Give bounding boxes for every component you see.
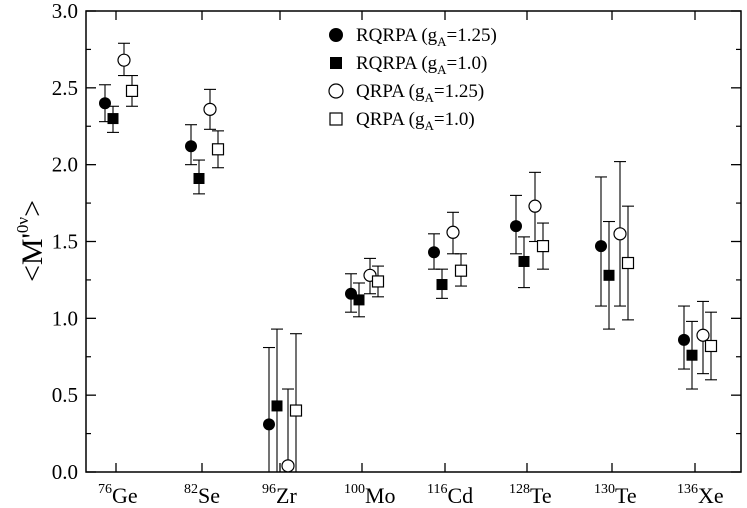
legend-label-subscript: A	[424, 118, 434, 133]
x-category-symbol: Se	[198, 483, 220, 508]
marker-filled-circle	[428, 246, 440, 259]
marker-filled-square	[193, 172, 205, 184]
legend-label-text: QRPA (g	[356, 81, 425, 102]
x-category-symbol: Zr	[276, 483, 297, 508]
x-category-mass: 76	[98, 482, 112, 497]
marker-filled-square	[107, 113, 119, 125]
marker-open-circle	[613, 227, 627, 241]
marker-filled-circle	[263, 418, 275, 431]
x-category-mass: 82	[184, 482, 198, 497]
marker-filled-square	[436, 279, 448, 291]
legend-label-subscript: A	[437, 62, 447, 77]
legend-label-subscript: A	[437, 34, 447, 49]
y-tick-label: 1.5	[52, 230, 78, 254]
x-category-mass: 130	[594, 482, 615, 497]
x-category-label: 130Te	[594, 482, 637, 508]
marker-open-square	[211, 143, 225, 156]
marker-filled-square	[330, 57, 342, 69]
marker-open-circle	[696, 328, 710, 342]
marker-open-square	[289, 404, 303, 417]
marker-filled-circle	[329, 28, 343, 42]
x-category-label: 116Cd	[427, 482, 473, 508]
x-category-symbol: Mo	[365, 483, 396, 508]
marker-open-circle	[117, 53, 131, 67]
legend-entry-label: QRPA (gA=1.25)	[356, 81, 484, 105]
y-axis-title-main: <M'	[16, 233, 49, 282]
marker-filled-square	[271, 400, 283, 412]
marker-filled-circle	[595, 240, 607, 253]
legend-entry-label: QRPA (gA=1.0)	[356, 109, 475, 133]
marker-filled-circle	[99, 97, 111, 110]
marker-filled-square	[518, 255, 530, 267]
x-category-label: 128Te	[509, 482, 552, 508]
marker-open-circle	[446, 225, 460, 239]
marker-filled-circle	[678, 333, 690, 346]
y-axis-title-superscript: 0ν	[13, 217, 32, 234]
x-category-mass: 136	[677, 482, 698, 497]
marker-filled-square	[603, 269, 615, 281]
x-category-label: 76Ge	[98, 482, 138, 508]
y-tick-label: 2.5	[52, 76, 78, 100]
marker-open-square	[454, 264, 468, 277]
y-tick-label: 1.0	[52, 306, 78, 330]
x-category-symbol: Xe	[698, 483, 724, 508]
y-axis-title-close: >	[16, 200, 49, 217]
legend-label-text: QRPA (g	[356, 109, 425, 130]
legend-label-suffix: =1.0)	[434, 109, 475, 130]
legend-label-text: RQRPA (g	[356, 25, 438, 46]
marker-open-circle	[203, 102, 217, 116]
x-category-mass: 128	[509, 482, 530, 497]
marker-open-square	[371, 275, 385, 288]
x-category-symbol: Ge	[112, 483, 138, 508]
y-tick-label: 0.0	[52, 460, 78, 484]
legend-label-suffix: =1.25)	[434, 81, 484, 102]
legend: RQRPA (gA=1.25)RQRPA (gA=1.0)QRPA (gA=1.…	[328, 25, 497, 133]
x-category-label: 136Xe	[677, 482, 724, 508]
y-tick-label: 2.0	[52, 153, 78, 177]
legend-entry-label: RQRPA (gA=1.25)	[356, 25, 497, 49]
marker-open-circle	[528, 199, 542, 213]
y-tick-label: 3.0	[52, 0, 78, 23]
x-category-symbol: Te	[530, 483, 552, 508]
x-category-symbol: Cd	[447, 483, 473, 508]
marker-open-square	[621, 256, 635, 270]
marker-filled-circle	[510, 220, 522, 233]
series-3	[117, 42, 710, 473]
legend-label-subscript: A	[424, 90, 434, 105]
svg-text:<M'0ν>: <M'0ν>	[13, 200, 49, 282]
legend-label-suffix: =1.25)	[447, 25, 497, 46]
x-category-symbol: Te	[615, 483, 637, 508]
x-category-label: 82Se	[184, 482, 220, 508]
marker-filled-circle	[185, 140, 197, 153]
marker-open-square	[704, 339, 718, 353]
x-category-mass: 116	[427, 482, 447, 497]
legend-label-suffix: =1.0)	[447, 53, 488, 74]
x-category-mass: 96	[262, 482, 276, 497]
x-category-mass: 100	[344, 482, 365, 497]
y-axis: 0.0 0.5 1.0 1.5 2.0 2.5 3.0	[52, 0, 741, 484]
data-series	[99, 42, 718, 473]
marker-open-circle	[328, 83, 344, 99]
legend-entry-label: RQRPA (gA=1.0)	[356, 53, 487, 77]
series-2	[107, 105, 698, 472]
marker-filled-square	[353, 294, 365, 306]
series-1	[99, 84, 690, 472]
series-4	[125, 74, 718, 472]
legend-label-text: RQRPA (g	[356, 53, 438, 74]
x-axis: 76Ge 82Se 96Zr 100Mo 116Cd 128Te 130Te 136Xe	[98, 11, 724, 508]
marker-filled-square	[686, 349, 698, 361]
x-category-label: 100Mo	[344, 482, 396, 508]
marker-open-circle	[281, 459, 295, 473]
marker-open-square	[329, 112, 343, 126]
marker-open-square	[536, 240, 550, 253]
x-category-label: 96Zr	[262, 482, 297, 508]
y-tick-label: 0.5	[52, 383, 78, 407]
marker-open-square	[125, 84, 139, 98]
y-axis-title: <M'0ν>	[13, 200, 49, 282]
